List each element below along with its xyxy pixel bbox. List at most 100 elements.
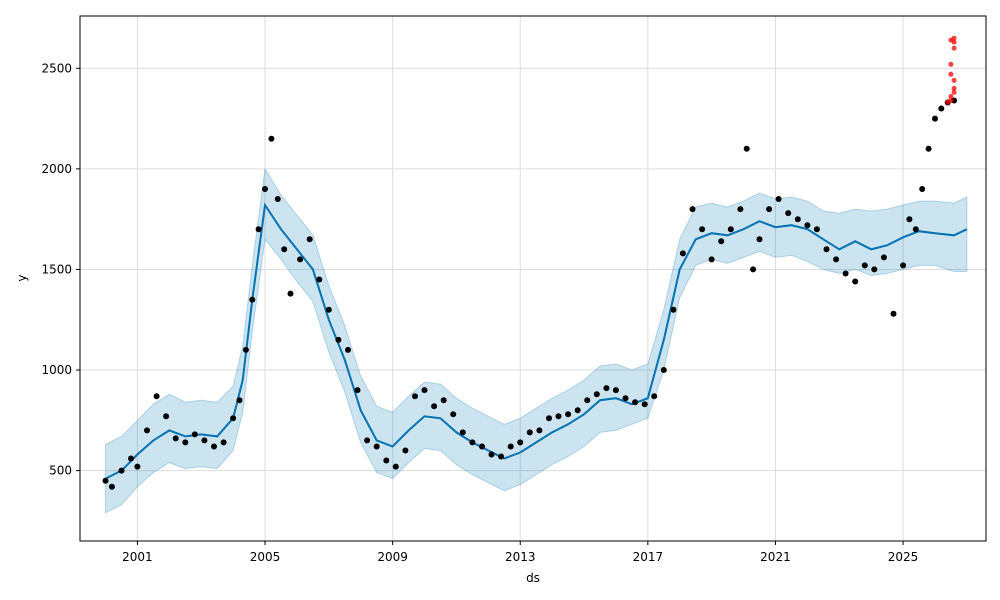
observed-point xyxy=(354,387,361,394)
observed-point xyxy=(242,346,249,353)
observed-point xyxy=(297,256,304,263)
observed-point xyxy=(756,236,763,243)
observed-point xyxy=(220,439,227,446)
observed-point xyxy=(861,262,868,269)
observed-point xyxy=(622,395,629,402)
observed-point xyxy=(584,397,591,404)
observed-point xyxy=(632,399,639,406)
outlier-point xyxy=(951,85,957,91)
outlier-point xyxy=(948,71,954,77)
uncertainty-band xyxy=(105,167,968,514)
observed-point xyxy=(201,437,208,444)
observed-point xyxy=(144,427,150,434)
observed-point xyxy=(689,206,696,213)
observed-point xyxy=(925,145,932,152)
observed-point xyxy=(641,401,648,408)
observed-point xyxy=(651,393,658,400)
observed-point xyxy=(421,387,428,394)
forecast-line xyxy=(105,202,968,480)
outlier-point xyxy=(948,98,954,103)
observed-point xyxy=(880,254,887,261)
observed-point xyxy=(268,135,275,142)
y-tick-label: 2500 xyxy=(41,61,72,75)
observed-point xyxy=(498,453,505,460)
observed-point xyxy=(871,266,878,273)
outlier-point xyxy=(951,77,957,83)
observed-point xyxy=(108,483,115,490)
outlier-points-layer xyxy=(945,35,957,105)
observed-point xyxy=(919,186,926,192)
outlier-point xyxy=(951,35,957,41)
observed-point xyxy=(128,455,134,462)
observed-point xyxy=(833,256,840,263)
observed-point xyxy=(325,306,332,313)
observed-point xyxy=(335,336,342,343)
observed-point xyxy=(230,415,237,422)
observed-point xyxy=(593,391,600,398)
observed-point xyxy=(373,443,380,450)
observed-point xyxy=(823,246,830,253)
x-tick-label: 2021 xyxy=(760,550,791,564)
axis-ticks: 2001 2005 2009 2013 2017 2021 2025 500 1000 1500 2… xyxy=(41,61,918,564)
forecast-line-layer xyxy=(105,202,968,480)
observed-point xyxy=(383,457,390,464)
observed-point xyxy=(526,429,533,436)
observed-point xyxy=(932,115,938,122)
observed-point xyxy=(402,447,409,454)
observed-point xyxy=(182,439,189,446)
observed-point xyxy=(517,439,524,446)
x-tick-label: 2017 xyxy=(633,550,664,564)
observed-point xyxy=(262,186,268,192)
y-tick-label: 1500 xyxy=(41,262,72,276)
outlier-point xyxy=(948,94,954,99)
observed-point xyxy=(153,393,160,400)
plot-frame xyxy=(79,15,987,542)
observed-point xyxy=(172,435,179,442)
observed-point xyxy=(565,411,572,418)
grid-lines xyxy=(80,16,986,541)
observed-point xyxy=(392,463,399,470)
observed-point xyxy=(603,385,610,392)
observed-point xyxy=(431,403,438,410)
observed-points-layer xyxy=(102,97,958,490)
observed-point xyxy=(842,270,849,277)
outlier-point xyxy=(951,89,957,95)
observed-point xyxy=(255,226,262,233)
y-tick-label: 1000 xyxy=(41,363,72,377)
observed-point xyxy=(612,387,619,394)
x-tick-label: 2005 xyxy=(250,550,281,564)
observed-point xyxy=(479,443,485,450)
observed-point xyxy=(459,429,466,436)
observed-point xyxy=(574,407,581,414)
observed-point xyxy=(938,105,945,112)
observed-point xyxy=(699,226,706,233)
observed-point xyxy=(287,290,294,297)
observed-point xyxy=(766,206,773,213)
x-tick-label: 2013 xyxy=(505,550,536,564)
observed-point xyxy=(912,226,919,233)
observed-point xyxy=(191,431,198,438)
observed-point xyxy=(555,413,562,420)
observed-point xyxy=(102,477,109,484)
observed-point xyxy=(306,236,313,243)
observed-point xyxy=(750,266,757,273)
observed-point xyxy=(134,463,141,470)
observed-point xyxy=(890,310,897,317)
uncertainty-band-layer xyxy=(105,167,968,514)
outlier-point xyxy=(948,61,954,67)
outlier-point xyxy=(951,45,957,51)
observed-point xyxy=(440,397,447,404)
observed-point xyxy=(804,222,811,229)
observed-point xyxy=(743,145,750,152)
observed-point xyxy=(211,443,217,450)
observed-point xyxy=(546,415,552,422)
observed-point xyxy=(274,196,281,202)
observed-point xyxy=(488,451,495,458)
observed-point xyxy=(813,226,820,233)
observed-point xyxy=(708,256,715,263)
y-tick-label: 500 xyxy=(49,464,72,478)
observed-point xyxy=(737,206,744,213)
observed-point xyxy=(249,296,256,303)
x-tick-label: 2009 xyxy=(377,550,408,564)
